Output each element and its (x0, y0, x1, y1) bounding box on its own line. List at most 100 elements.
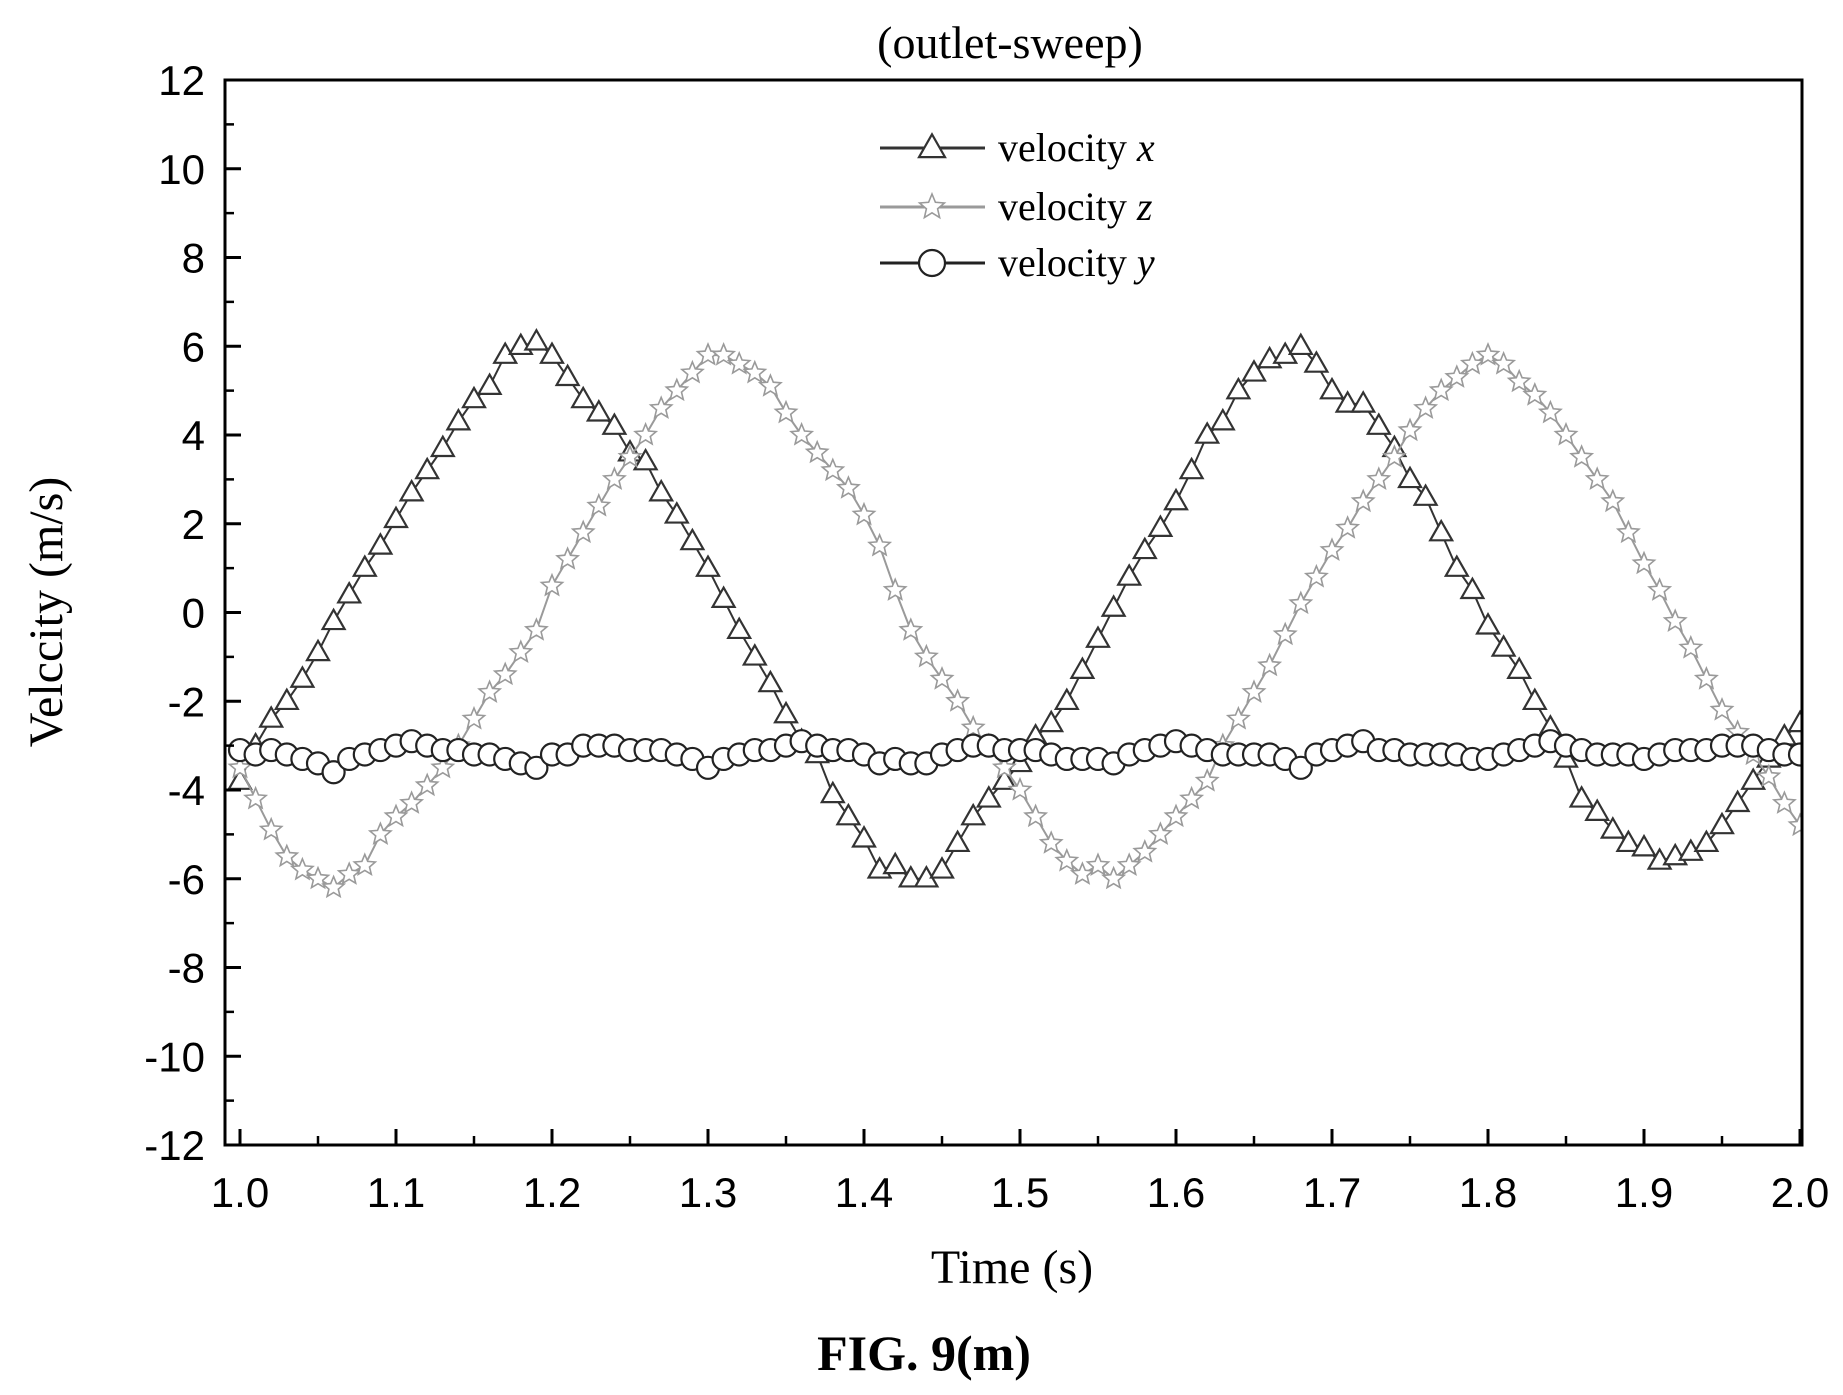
data-point-star (679, 359, 705, 384)
data-point-star (1491, 350, 1517, 375)
data-point-star (1132, 839, 1158, 863)
data-point-star (1569, 444, 1595, 468)
data-point-triangle (289, 665, 316, 688)
data-point-triangle (1724, 789, 1751, 813)
data-point-star (430, 754, 456, 779)
data-point-star (1787, 812, 1802, 837)
y-tick-label: 8 (182, 235, 205, 282)
data-point-star (991, 754, 1017, 779)
x-tick-label: 1.3 (679, 1169, 737, 1216)
data-point-triangle (1131, 536, 1158, 560)
data-point-triangle (554, 363, 581, 387)
data-point-triangle (383, 505, 409, 529)
data-point-star (757, 373, 783, 397)
data-point-triangle (851, 825, 877, 848)
data-point-triangle (1350, 390, 1377, 413)
data-point-star (243, 785, 269, 810)
data-point-star (1444, 364, 1470, 388)
data-point-star (726, 350, 752, 375)
data-point-star (1303, 563, 1329, 588)
data-point-star (711, 342, 737, 366)
data-point-star (1023, 803, 1049, 828)
data-point-star (367, 821, 393, 846)
x-tick-label: 1.7 (1303, 1169, 1361, 1216)
data-point-star (383, 803, 409, 828)
data-point-star (1615, 519, 1641, 544)
data-point-star (586, 492, 612, 517)
legend: velocity x velocity z velocity y (880, 125, 1155, 285)
data-point-star (570, 519, 596, 544)
data-point-star (1381, 444, 1407, 468)
data-point-star (1693, 666, 1719, 690)
data-point-star (1662, 608, 1688, 633)
data-point-star (820, 457, 846, 482)
data-point-star (1600, 488, 1626, 513)
data-point-triangle (539, 341, 565, 364)
data-point-star (1350, 488, 1376, 513)
x-tick-label: 1.5 (991, 1169, 1049, 1216)
data-point-star (1771, 790, 1797, 814)
data-point-triangle (445, 407, 472, 431)
data-point-triangle (1459, 576, 1486, 600)
x-tick-label: 2.0 (1771, 1169, 1829, 1216)
y-tick-label: -8 (168, 945, 205, 992)
data-point-triangle (1053, 687, 1080, 711)
y-tick-label: 12 (158, 57, 205, 104)
data-point-triangle (429, 434, 456, 458)
legend-label: velocity x (998, 125, 1155, 170)
data-point-star (1085, 852, 1111, 876)
data-point-star (1007, 776, 1033, 801)
data-point-star (648, 395, 674, 420)
data-point-star (414, 772, 440, 797)
data-point-triangle (819, 780, 846, 804)
data-point-star (742, 359, 768, 384)
data-point-triangle (991, 767, 1018, 790)
data-point-triangle (1085, 625, 1111, 648)
data-point-triangle (1615, 829, 1642, 853)
data-point-triangle (757, 669, 784, 693)
data-point-triangle (1443, 554, 1470, 577)
data-point-triangle (601, 412, 628, 435)
data-point-star (508, 639, 534, 663)
data-point-star (399, 790, 425, 814)
data-point-star (492, 661, 518, 686)
data-point-triangle (336, 580, 363, 604)
data-point-circle (1787, 742, 1802, 767)
legend-marker-triangle (917, 132, 947, 159)
data-point-triangle (1584, 798, 1611, 821)
data-point-star (913, 643, 939, 668)
data-point-star (1038, 830, 1064, 854)
y-tick-label: 0 (182, 590, 205, 637)
data-point-star (1537, 399, 1563, 424)
data-point-star (477, 679, 503, 704)
data-point-triangle (710, 585, 737, 608)
data-point-star (539, 572, 565, 597)
data-point-triangle (632, 447, 659, 471)
data-point-star (1179, 785, 1205, 810)
data-point-triangle (897, 864, 924, 888)
data-point-triangle (1069, 656, 1096, 679)
x-tick-label: 1.6 (1147, 1169, 1205, 1216)
x-tick-label: 1.4 (835, 1169, 893, 1216)
data-point-star (555, 546, 581, 570)
data-point-triangle (585, 399, 612, 422)
data-point-triangle (1490, 634, 1517, 657)
data-point-circle (1288, 755, 1313, 780)
data-point-triangle (835, 802, 862, 826)
data-point-triangle (1709, 811, 1735, 835)
y-tick-label: 10 (158, 146, 205, 193)
data-point-triangle (305, 638, 331, 662)
data-point-triangle (1194, 421, 1221, 444)
data-point-triangle (773, 700, 799, 724)
data-point-triangle (882, 851, 909, 875)
data-point-triangle (1568, 785, 1595, 808)
data-point-triangle (1303, 350, 1330, 373)
data-point-star (1116, 852, 1142, 876)
data-point-star (1257, 652, 1283, 677)
data-point-triangle (1693, 829, 1720, 853)
data-point-triangle (1740, 767, 1767, 790)
data-point-star (664, 377, 690, 402)
data-point-star (1147, 821, 1173, 846)
data-point-triangle (1428, 518, 1455, 542)
data-point-triangle (523, 328, 550, 351)
